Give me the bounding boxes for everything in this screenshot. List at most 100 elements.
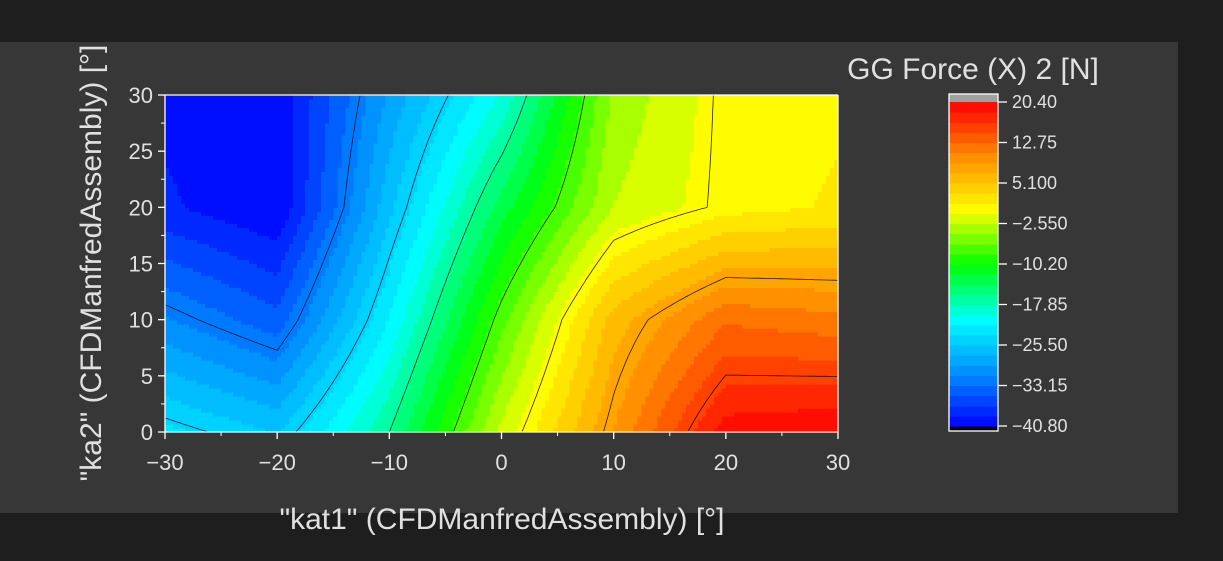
contour-cell <box>545 315 551 321</box>
contour-cell <box>801 339 807 345</box>
contour-cell <box>753 371 759 377</box>
contour-cell <box>489 383 495 389</box>
contour-cell <box>205 427 210 433</box>
contour-cell <box>197 327 202 333</box>
contour-cell <box>365 427 370 433</box>
contour-cell <box>733 347 739 353</box>
contour-cell <box>805 379 811 385</box>
contour-cell <box>797 383 803 389</box>
contour-cell <box>457 355 463 361</box>
contour-cell <box>273 335 278 341</box>
contour-cell <box>237 363 242 369</box>
contour-cell <box>501 371 507 377</box>
contour-cell <box>785 383 791 389</box>
contour-cell <box>653 343 659 349</box>
contour-cell <box>241 395 246 401</box>
contour-cell <box>589 363 595 369</box>
contour-cell <box>193 407 198 413</box>
contour-cell <box>465 335 471 341</box>
contour-cell <box>237 415 242 421</box>
contour-cell <box>241 323 246 329</box>
contour-cell <box>673 423 679 429</box>
contour-cell <box>333 335 338 341</box>
contour-cell <box>261 363 266 369</box>
contour-cell <box>665 371 671 377</box>
contour-cell <box>217 347 222 353</box>
contour-cell <box>417 407 422 413</box>
contour-cell <box>369 319 374 325</box>
contour-cell <box>429 331 434 337</box>
contour-cell <box>517 415 523 421</box>
contour-cell <box>393 327 398 333</box>
contour-cell <box>353 359 358 365</box>
contour-cell <box>757 411 763 417</box>
contour-cell <box>793 411 799 417</box>
contour-cell <box>489 375 495 381</box>
contour-cell <box>185 343 190 349</box>
contour-cell <box>825 371 831 377</box>
contour-cell <box>673 379 679 385</box>
contour-cell <box>193 315 198 321</box>
contour-cell <box>741 407 747 413</box>
contour-cell <box>537 415 543 421</box>
contour-cell <box>805 331 811 337</box>
contour-cell <box>633 315 639 321</box>
contour-cell <box>673 347 679 353</box>
contour-cell <box>777 371 783 377</box>
contour-cell <box>641 415 647 421</box>
contour-cell <box>765 327 771 333</box>
contour-cell <box>529 363 535 369</box>
contour-cell <box>317 407 322 413</box>
contour-cell <box>489 351 495 357</box>
contour-cell <box>349 427 354 433</box>
contour-cell <box>525 343 531 349</box>
contour-cell <box>621 407 627 413</box>
contour-cell <box>313 315 318 321</box>
contour-cell <box>501 315 507 321</box>
contour-cell <box>705 315 711 321</box>
contour-cell <box>181 363 186 369</box>
contour-cell <box>749 351 755 357</box>
contour-cell <box>369 355 374 361</box>
contour-cell <box>729 371 735 377</box>
contour-cell <box>609 339 615 345</box>
contour-cell <box>181 399 186 405</box>
contour-cell <box>721 363 727 369</box>
contour-cell <box>165 419 170 425</box>
contour-cell <box>669 371 675 377</box>
contour-cell <box>737 351 743 357</box>
contour-cell <box>517 331 523 337</box>
contour-cell <box>405 311 410 317</box>
contour-cell <box>573 367 579 373</box>
contour-cell <box>181 403 186 409</box>
contour-cell <box>197 323 202 329</box>
contour-cell <box>489 327 495 333</box>
contour-cell <box>201 323 206 329</box>
contour-cell <box>761 395 767 401</box>
contour-cell <box>725 379 731 385</box>
contour-cell <box>333 419 338 425</box>
contour-cell <box>313 311 318 317</box>
contour-cell <box>697 395 703 401</box>
contour-cell <box>637 315 643 321</box>
contour-cell <box>229 383 234 389</box>
contour-cell <box>553 407 559 413</box>
contour-cell <box>725 335 731 341</box>
contour-cell <box>569 415 575 421</box>
contour-cell <box>429 347 434 353</box>
contour-cell <box>773 407 779 413</box>
contour-cell <box>621 323 627 329</box>
contour-cell <box>293 391 298 397</box>
contour-cell <box>757 383 763 389</box>
contour-cell <box>529 427 535 433</box>
contour-cell <box>289 367 294 373</box>
contour-cell <box>237 371 242 377</box>
contour-cell <box>509 411 515 417</box>
contour-cell <box>701 355 707 361</box>
contour-cell <box>205 363 210 369</box>
contour-cell <box>185 331 190 337</box>
contour-cell <box>557 419 563 425</box>
contour-cell <box>365 343 370 349</box>
contour-cell <box>529 387 535 393</box>
contour-cell <box>177 411 182 417</box>
